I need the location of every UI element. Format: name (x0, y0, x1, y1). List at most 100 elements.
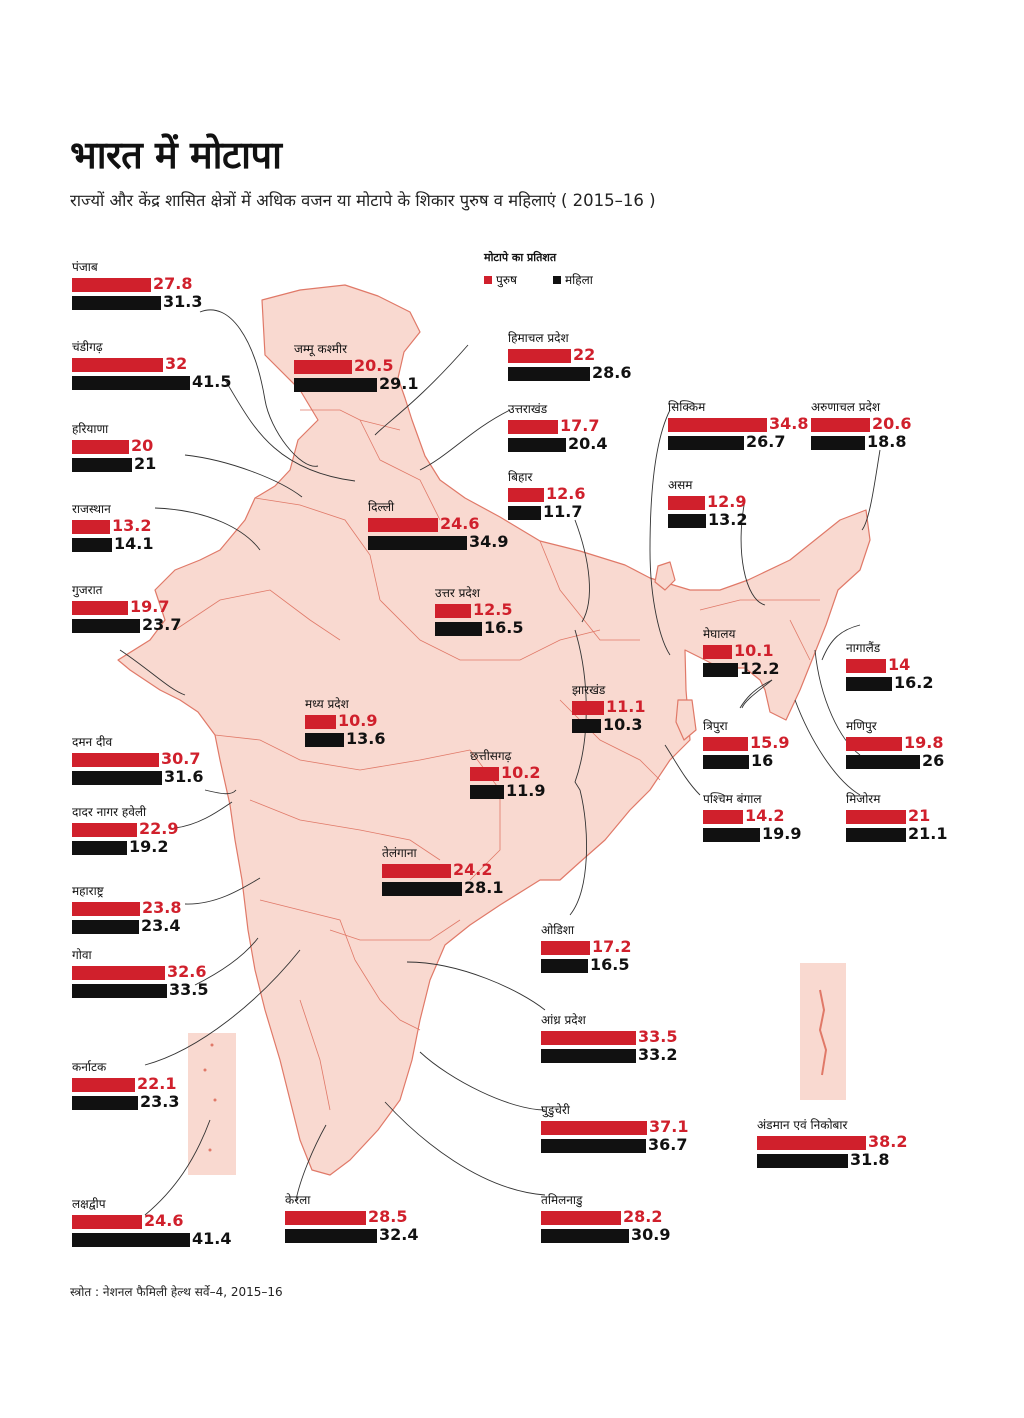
women-value: 32.4 (379, 1225, 419, 1244)
women-row: 33.5 (72, 981, 332, 999)
women-bar (72, 538, 112, 552)
state-stat: दादर नागर हवेली 22.9 19.2 (72, 805, 332, 856)
men-row: 33.5 (541, 1027, 801, 1046)
men-bar (72, 1078, 135, 1092)
men-value: 20.6 (872, 414, 912, 433)
men-value: 12.5 (473, 600, 513, 619)
men-row: 19.8 (846, 734, 1024, 752)
women-value: 13.2 (708, 510, 748, 529)
state-stat: पुडुचेरी 37.1 36.7 (541, 1103, 801, 1154)
women-bar (305, 733, 344, 747)
women-row: 32.4 (285, 1225, 545, 1244)
men-bar (572, 701, 604, 715)
women-row: 16.5 (541, 956, 801, 974)
women-value: 29.1 (379, 374, 419, 393)
source-note: स्त्रोत : नेशनल फैमिली हेल्थ सर्वे–4, 20… (70, 1285, 283, 1299)
men-bar (846, 737, 902, 751)
state-stat: तेलंगाना 24.2 28.1 (382, 846, 642, 897)
men-bar (72, 358, 163, 372)
women-value: 34.9 (469, 532, 509, 551)
state-stat: गोवा 32.6 33.5 (72, 948, 332, 999)
women-bar (846, 677, 892, 691)
leader-lines (119, 309, 881, 1216)
state-stat: मेघालय 10.1 12.2 (703, 627, 963, 678)
state-stat: छत्तीसगढ़ 10.2 11.9 (470, 749, 730, 800)
state-name: मणिपुर (846, 719, 877, 733)
men-bar (541, 1211, 621, 1225)
men-bar (541, 941, 590, 955)
state-stat: झारखंड 11.1 10.3 (572, 683, 832, 734)
men-value: 33.5 (638, 1027, 678, 1046)
state-name: पुडुचेरी (541, 1103, 570, 1117)
men-value: 13.2 (112, 516, 152, 535)
men-bar (285, 1211, 366, 1225)
women-row: 29.1 (294, 374, 554, 393)
state-stat: गुजरात 19.7 23.7 (72, 583, 332, 634)
men-bar (72, 440, 129, 454)
state-name: दादर नागर हवेली (72, 805, 147, 819)
state-stat: सिक्किम 34.8 26.7 (668, 400, 928, 451)
women-row: 18.8 (811, 433, 1024, 451)
men-row: 10.1 (703, 642, 963, 660)
women-row: 36.7 (541, 1135, 801, 1154)
women-value: 28.1 (464, 878, 504, 897)
women-row: 13.6 (305, 729, 565, 748)
women-bar (703, 755, 749, 769)
men-bar (72, 601, 128, 615)
state-stat: कर्नाटक 22.1 23.3 (72, 1060, 332, 1111)
legend-men: पुरुष (484, 271, 517, 288)
state-stat: महाराष्ट्र 23.8 23.4 (72, 884, 332, 935)
men-bar (703, 810, 743, 824)
women-value: 13.6 (346, 729, 386, 748)
women-value: 36.7 (648, 1135, 688, 1154)
men-value: 22.1 (137, 1074, 177, 1093)
state-name: कर्नाटक (72, 1060, 107, 1074)
women-value: 16 (751, 751, 774, 770)
women-bar (72, 1096, 138, 1110)
men-value: 32 (165, 354, 188, 373)
men-row: 23.8 (72, 899, 332, 917)
men-row: 32 (72, 354, 332, 373)
state-name: लक्षद्वीप (72, 1197, 106, 1211)
men-bar (846, 810, 906, 824)
women-row: 28.6 (508, 364, 768, 382)
state-name: हरियाणा (72, 422, 109, 436)
women-row: 12.2 (703, 660, 963, 678)
women-value: 11.7 (543, 502, 583, 521)
men-value: 17.2 (592, 937, 632, 956)
men-row: 20 (72, 437, 332, 455)
women-row: 30.9 (541, 1226, 801, 1244)
men-value: 24.6 (440, 514, 480, 533)
men-value: 19.7 (130, 597, 170, 616)
state-name: अंडमान एवं निकोबार (757, 1118, 848, 1132)
women-row: 41.4 (72, 1229, 332, 1248)
men-bar (368, 518, 438, 532)
men-value: 12.6 (546, 484, 586, 503)
women-bar (285, 1229, 377, 1243)
state-stat: केरला 28.5 32.4 (285, 1193, 545, 1244)
men-row: 34.8 (668, 415, 928, 433)
men-value: 37.1 (649, 1117, 689, 1136)
women-bar (72, 619, 140, 633)
state-name: झारखंड (572, 683, 606, 697)
women-value: 16.5 (484, 618, 524, 637)
state-name: तमिलनाडु (541, 1193, 583, 1207)
men-row: 30.7 (72, 750, 332, 768)
state-name: मेघालय (703, 627, 736, 641)
state-borders (174, 409, 820, 1111)
state-name: तेलंगाना (382, 846, 417, 860)
men-row: 28.2 (541, 1208, 801, 1226)
state-name: उत्तराखंड (508, 402, 548, 416)
men-row: 14 (846, 656, 1024, 674)
state-name: पंजाब (72, 260, 98, 274)
men-bar (72, 966, 165, 980)
state-name: चंडीगढ़ (72, 340, 103, 354)
women-row: 34.9 (368, 532, 628, 551)
women-bar (508, 367, 590, 381)
women-bar (541, 959, 588, 973)
women-value: 19.2 (129, 837, 169, 856)
men-bar (435, 604, 471, 618)
men-value: 20.5 (354, 356, 394, 375)
women-value: 41.4 (192, 1229, 232, 1248)
women-row: 23.3 (72, 1093, 332, 1111)
